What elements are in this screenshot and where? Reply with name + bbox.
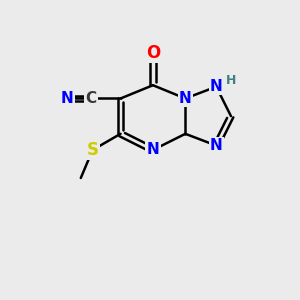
Text: N: N [210,79,223,94]
Text: N: N [179,91,192,106]
Text: N: N [61,91,73,106]
Text: C: C [85,91,97,106]
Text: N: N [147,142,159,158]
Text: N: N [210,138,223,153]
Text: H: H [226,74,237,87]
Text: O: O [146,44,160,62]
Text: S: S [87,141,99,159]
